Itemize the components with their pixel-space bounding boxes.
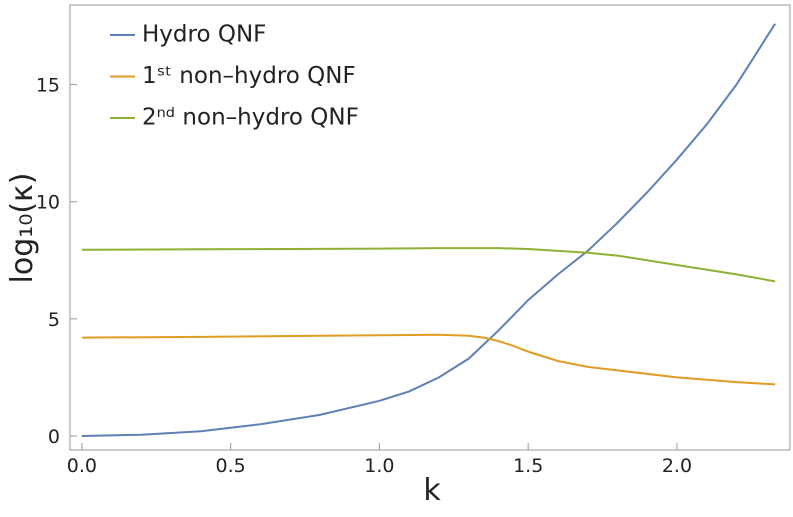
y-axis-label: log₁₀(κ) (5, 173, 40, 284)
x-tick-label: 0.0 (67, 455, 97, 477)
y-tick-label: 10 (36, 192, 60, 214)
legend-label: Hydro QNF (142, 22, 266, 48)
x-axis-label: k (423, 473, 441, 508)
y-tick-label: 5 (48, 309, 60, 331)
y-tick-label: 0 (48, 426, 60, 448)
x-tick-label: 1.0 (364, 455, 394, 477)
legend-label: 1ˢᵗ non–hydro QNF (142, 63, 356, 89)
series-line (81, 247, 776, 283)
x-tick-label: 2.0 (662, 455, 692, 477)
y-tick-label: 15 (36, 75, 60, 97)
x-tick-label: 1.5 (513, 455, 543, 477)
legend-label: 2ⁿᵈ non–hydro QNF (142, 105, 359, 131)
x-tick-label: 0.5 (216, 455, 246, 477)
series-line (81, 333, 776, 386)
plot-frame (69, 4, 791, 451)
series-line (81, 23, 776, 437)
